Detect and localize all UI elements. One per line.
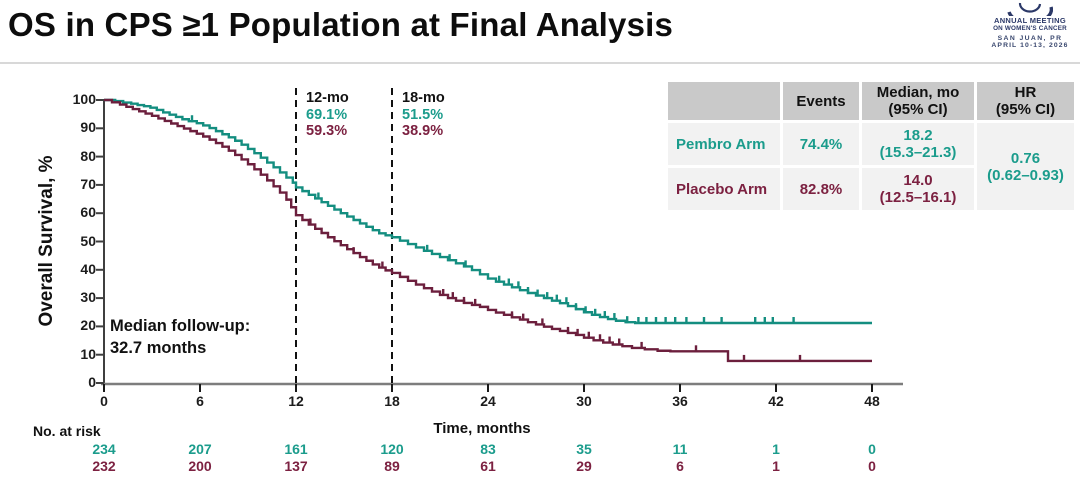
median-followup-line-2: 32.7 months xyxy=(110,339,207,357)
y-tick-label: 90 xyxy=(80,119,96,136)
title-divider xyxy=(0,62,1080,64)
at-risk-value: 61 xyxy=(480,458,496,474)
summary-header-events: Events xyxy=(783,82,859,120)
summary-row-placebo-events: 82.8% xyxy=(783,168,859,210)
at-risk-value: 29 xyxy=(576,458,592,474)
x-tick-label: 30 xyxy=(576,393,592,409)
x-tick-label: 18 xyxy=(384,393,400,409)
at-risk-value: 35 xyxy=(576,441,592,457)
summary-header-blank xyxy=(668,82,780,120)
summary-row-pembro-median: 18.2 (15.3–21.3) xyxy=(862,123,974,165)
at-risk-value: 207 xyxy=(188,441,212,457)
at-risk-value: 1 xyxy=(772,441,780,457)
y-tick-label: 20 xyxy=(80,317,96,334)
x-tick-label: 6 xyxy=(196,393,204,409)
timepoint-18mo-pembro-value: 51.5% xyxy=(402,106,444,123)
x-tick-label: 36 xyxy=(672,393,688,409)
y-tick-label: 50 xyxy=(80,232,96,249)
x-tick-label: 12 xyxy=(288,393,304,409)
x-tick-label: 42 xyxy=(768,393,784,409)
logo-dates: APRIL 10-13, 2026 xyxy=(991,42,1069,49)
at-risk-value: 6 xyxy=(676,458,684,474)
timepoint-18mo-placebo-value: 38.9% xyxy=(402,123,444,139)
at-risk-value: 11 xyxy=(672,441,688,457)
at-risk-label: No. at risk xyxy=(33,423,101,439)
timepoint-12mo-label: 12-mo xyxy=(306,90,349,106)
y-tick-label: 40 xyxy=(80,260,96,277)
survival-curve xyxy=(104,98,872,363)
at-risk-value: 161 xyxy=(284,441,308,457)
timepoint-12mo-pembro-value: 69.1% xyxy=(306,106,348,123)
page-title: OS in CPS ≥1 Population at Final Analysi… xyxy=(8,6,674,43)
at-risk-value: 234 xyxy=(92,441,116,457)
summary-header-median: Median, mo (95% CI) xyxy=(862,82,974,120)
logo-line-1: ANNUAL MEETING xyxy=(994,16,1066,25)
x-tick-label: 24 xyxy=(480,393,496,409)
at-risk-value: 232 xyxy=(92,458,116,474)
y-tick-label: 70 xyxy=(80,175,96,192)
summary-hr-value: 0.76 (0.62–0.93) xyxy=(977,123,1074,210)
y-tick-label: 30 xyxy=(80,289,96,306)
summary-row-placebo-median: 14.0 (12.5–16.1) xyxy=(862,168,974,210)
median-followup-line-1: Median follow-up: xyxy=(110,317,251,335)
timepoint-12mo-placebo-value: 59.3% xyxy=(306,123,348,139)
summary-results-table: Events Median, mo (95% CI) HR (95% CI) P… xyxy=(668,82,1074,210)
y-tick-label: 80 xyxy=(80,147,96,164)
x-tick-label: 48 xyxy=(864,393,880,409)
conference-logo: ANNUAL MEETING ON WOMEN'S CANCER SAN JUA… xyxy=(982,0,1078,49)
at-risk-value: 1 xyxy=(772,458,780,474)
at-risk-value: 0 xyxy=(868,458,876,474)
at-risk-value: 200 xyxy=(188,458,212,474)
at-risk-value: 137 xyxy=(284,458,308,474)
y-tick-label: 60 xyxy=(80,204,96,221)
median-followup-note: Median follow-up: 32.7 months xyxy=(110,315,250,359)
x-axis-label: Time, months xyxy=(433,420,531,437)
summary-row-pembro-events: 74.4% xyxy=(783,123,859,165)
logo-location: SAN JUAN, PR xyxy=(997,35,1063,42)
y-axis-label: Overall Survival, % xyxy=(36,155,57,327)
summary-row-pembro-label: Pembro Arm xyxy=(668,123,780,165)
annual-meeting-swirl-icon xyxy=(1007,2,1053,16)
at-risk-value: 89 xyxy=(384,458,400,474)
timepoint-12mo-annotation: 12-mo 69.1% 59.3% xyxy=(306,90,386,140)
timepoint-18mo-label: 18-mo xyxy=(402,90,445,106)
y-tick-label: 0 xyxy=(88,374,96,390)
y-tick-label: 100 xyxy=(72,91,96,107)
at-risk-value: 83 xyxy=(480,441,496,457)
logo-line-2: ON WOMEN'S CANCER xyxy=(993,25,1067,32)
timepoint-18mo-annotation: 18-mo 51.5% 38.9% xyxy=(402,90,482,140)
at-risk-value: 0 xyxy=(868,441,876,457)
summary-row-placebo-label: Placebo Arm xyxy=(668,168,780,210)
at-risk-value: 120 xyxy=(380,441,404,457)
summary-header-hr: HR (95% CI) xyxy=(977,82,1074,120)
x-tick-label: 0 xyxy=(100,393,108,409)
y-tick-label: 10 xyxy=(80,345,96,362)
